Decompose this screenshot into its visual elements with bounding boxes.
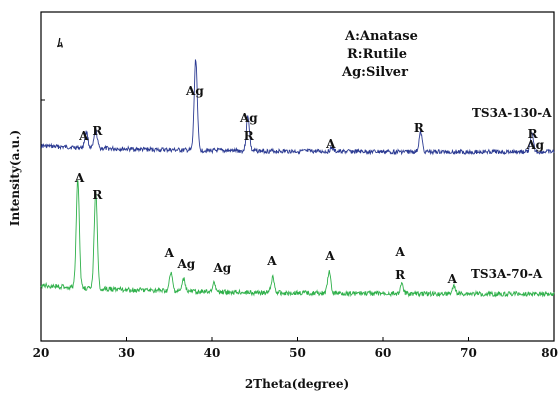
peak-label-ag: Ag (185, 84, 204, 98)
x-tick-label: 80 (541, 346, 558, 360)
peak-label-a: A (324, 249, 335, 263)
peak-label-ag: Ag (239, 111, 258, 125)
series-line-ts3a-70-a (40, 179, 555, 298)
legend-line-rutile: R:Rutile (347, 47, 407, 62)
peak-label-a: A (394, 245, 405, 259)
corner-mark: ﾑ (57, 36, 63, 50)
x-tick-label: 70 (460, 346, 477, 360)
peak-label-r: R (395, 268, 406, 282)
peak-label-r: R (92, 124, 103, 138)
legend: A:Anatase R:Rutile Ag:Silver (341, 29, 418, 80)
x-tick-label: 30 (118, 346, 135, 360)
series-line-ts3a-130-a (40, 59, 555, 156)
x-tick-layer: 20 30 40 50 60 70 80 (33, 337, 558, 360)
y-axis-label: Intensity(a.u.) (8, 130, 22, 226)
peak-label-a: A (78, 129, 89, 143)
series-label-ts3a-130-a: TS3A-130-A (472, 106, 552, 120)
peak-label-r: R (414, 121, 425, 135)
peak-label-r: R (244, 129, 255, 143)
peak-label-ag: Ag (212, 261, 231, 275)
series-label-ts3a-70-a: TS3A-70-A (471, 267, 543, 281)
peak-label-r: R (92, 188, 103, 202)
peak-label-r: R (528, 127, 539, 141)
peak-label-a: A (325, 137, 336, 151)
legend-line-anatase: A:Anatase (344, 29, 418, 44)
peak-label-a: A (164, 246, 175, 260)
peak-label-a: A (266, 254, 277, 268)
x-tick-label: 20 (33, 346, 50, 360)
x-tick-label: 40 (204, 346, 221, 360)
legend-line-silver: Ag:Silver (341, 65, 408, 80)
x-axis-label: 2Theta(degree) (245, 377, 349, 391)
series-layer (40, 59, 555, 298)
peak-label-ag: Ag (525, 138, 544, 152)
peak-label-ag: Ag (176, 257, 195, 271)
peak-label-a: A (74, 171, 85, 185)
x-tick-label: 60 (375, 346, 392, 360)
x-tick-label: 50 (289, 346, 306, 360)
peak-label-a: A (447, 272, 458, 286)
